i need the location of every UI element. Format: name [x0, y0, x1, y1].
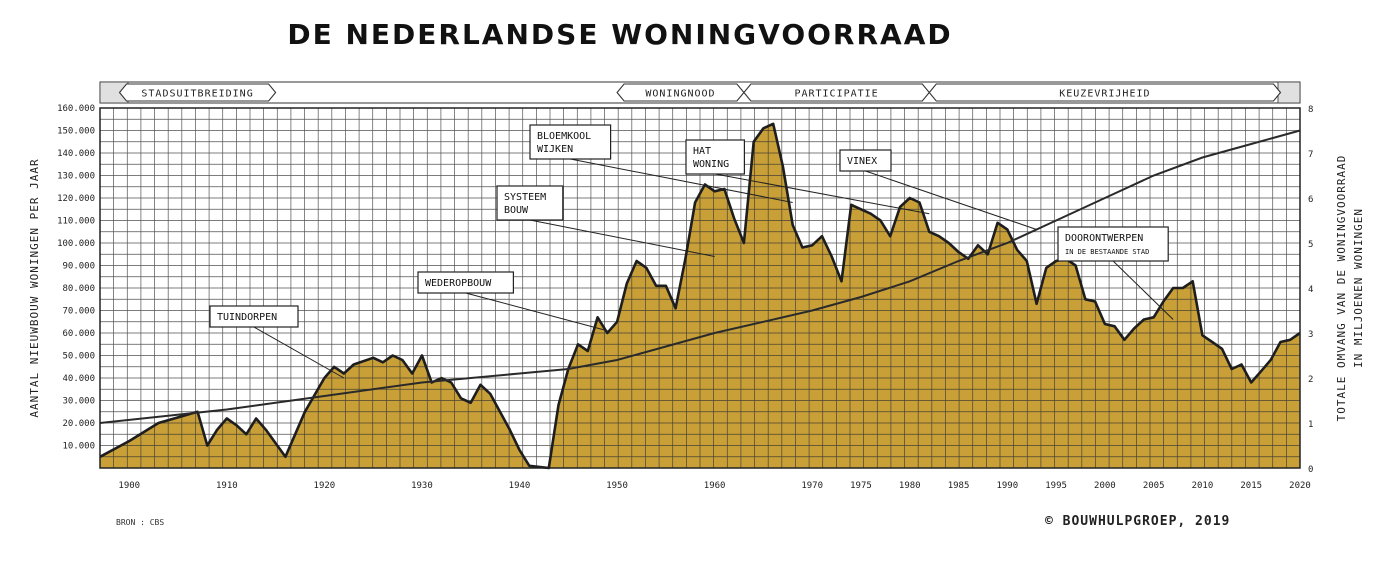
- x-tick-label: 1975: [850, 481, 872, 491]
- x-tick-label: 1970: [801, 481, 823, 491]
- x-tick-label: 1900: [118, 481, 140, 491]
- x-tick-label: 2015: [1240, 481, 1262, 491]
- copyright-label: © BOUWHULPGROEP, 2019: [1045, 514, 1231, 529]
- y-left-tick-label: 30.000: [62, 397, 95, 407]
- y-right-tick-label: 0: [1308, 465, 1313, 475]
- x-tick-label: 1940: [509, 481, 531, 491]
- x-tick-label: 1990: [996, 481, 1018, 491]
- x-tick-label: 1980: [899, 481, 921, 491]
- x-tick-label: 1995: [1045, 481, 1067, 491]
- annotation-pointer: [570, 158, 793, 203]
- era-arrow: [616, 83, 745, 102]
- era-arrow: [743, 83, 930, 102]
- x-tick-label: 1950: [606, 481, 628, 491]
- y-left-tick-label: 160.000: [57, 104, 95, 114]
- annotation-box: [209, 305, 299, 328]
- era-arrow: [118, 83, 277, 102]
- voorraad-line: [99, 129, 1301, 424]
- annotation-box: [417, 271, 515, 294]
- annotation-pointer: [465, 292, 608, 332]
- nieuwbouw-line: [99, 122, 1301, 470]
- annotation-box: [685, 139, 746, 175]
- y-left-tick-label: 70.000: [62, 307, 95, 317]
- annotation-label: WEDEROPBOUW: [425, 278, 492, 289]
- annotation-label: VINEX: [847, 156, 877, 167]
- annotation-label: HAT: [693, 146, 711, 157]
- x-tick-label: 2020: [1289, 481, 1311, 491]
- y-left-tick-label: 20.000: [62, 419, 95, 429]
- era-label: STADSUITBREIDING: [141, 89, 253, 100]
- y-left-axis-title: AANTAL NIEUWBOUW WONINGEN PER JAAR: [28, 158, 41, 417]
- x-tick-label: 1960: [704, 481, 726, 491]
- annotation-pointer: [253, 326, 345, 379]
- annotation-label: SYSTEEM: [504, 192, 546, 203]
- y-left-tick-label: 150.000: [57, 127, 95, 137]
- y-left-tick-label: 90.000: [62, 262, 95, 272]
- x-tick-label: 2000: [1094, 481, 1116, 491]
- y-left-tick-label: 120.000: [57, 194, 95, 204]
- annotation-pointer: [529, 219, 715, 257]
- y-right-tick-label: 2: [1308, 375, 1313, 385]
- y-right-tick-label: 7: [1308, 150, 1313, 160]
- era-label: PARTICIPATIE: [794, 89, 878, 100]
- y-left-tick-label: 130.000: [57, 172, 95, 182]
- x-tick-label: 1920: [314, 481, 336, 491]
- y-left-tick-label: 10.000: [62, 442, 95, 452]
- era-label: WONINGNOOD: [645, 89, 715, 100]
- y-right-tick-label: 6: [1308, 195, 1313, 205]
- y-right-tick-label: 4: [1308, 285, 1313, 295]
- y-right-axis-title: TOTALE OMVANG VAN DE WONINGVOORRAAD: [1335, 155, 1348, 422]
- y-left-tick-label: 40.000: [62, 374, 95, 384]
- annotation-label: DOORONTWERPEN: [1065, 233, 1143, 244]
- y-right-tick-label: 8: [1308, 105, 1313, 115]
- x-tick-label: 1930: [411, 481, 433, 491]
- y-left-tick-label: 110.000: [57, 217, 95, 227]
- y-right-tick-label: 1: [1308, 420, 1313, 430]
- annotation-pointer: [865, 170, 1037, 230]
- x-tick-label: 2005: [1143, 481, 1165, 491]
- era-arrow: [928, 83, 1282, 102]
- y-left-tick-label: 100.000: [57, 239, 95, 249]
- annotation-label: BLOEMKOOL: [537, 131, 591, 142]
- x-tick-label: 1985: [948, 481, 970, 491]
- era-band-hatch-right: [1277, 81, 1301, 104]
- annotation-box: [839, 149, 892, 172]
- annotation-box: [1057, 226, 1169, 262]
- source-label: BRON : CBS: [116, 518, 165, 527]
- plot-border: [99, 107, 1301, 469]
- y-left-tick-label: 140.000: [57, 149, 95, 159]
- annotation-label: IN DE BESTAANDE STAD: [1065, 248, 1149, 256]
- chart-title: DE NEDERLANDSE WONINGVOORRAAD: [287, 18, 953, 51]
- annotation-label: BOUW: [504, 205, 529, 216]
- y-right-tick-label: 3: [1308, 330, 1313, 340]
- y-left-tick-label: 80.000: [62, 284, 95, 294]
- y-right-tick-label: 5: [1308, 240, 1313, 250]
- x-tick-label: 1910: [216, 481, 238, 491]
- annotation-label: WIJKEN: [537, 144, 573, 155]
- y-right-axis-subtitle: IN MILJOENEN WONINGEN: [1352, 208, 1365, 368]
- y-left-tick-label: 60.000: [62, 329, 95, 339]
- x-tick-label: 2010: [1192, 481, 1214, 491]
- annotation-pointer: [1112, 260, 1174, 320]
- annotation-pointer: [715, 173, 930, 215]
- annotation-box: [496, 185, 564, 221]
- annotation-box: [529, 124, 612, 160]
- era-label: KEUZEVRIJHEID: [1059, 89, 1150, 100]
- y-left-tick-label: 50.000: [62, 352, 95, 362]
- annotation-label: WONING: [693, 159, 729, 170]
- annotation-label: TUINDORPEN: [217, 312, 277, 323]
